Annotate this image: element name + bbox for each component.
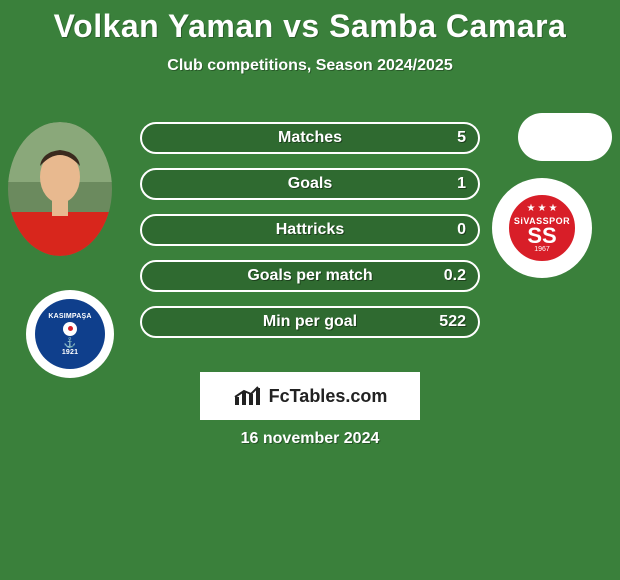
stat-label: Goals [288,170,332,198]
club1-logo: KASIMPAŞA ⚓ 1921 [26,290,114,378]
stat-label: Matches [278,124,342,152]
subtitle: Club competitions, Season 2024/2025 [0,57,620,75]
stat-row-goals: Goals 1 [140,168,480,200]
club1-name: KASIMPAŞA [48,313,91,320]
brand-name: FcTables.com [269,386,388,406]
brand-box: FcTables.com [200,372,420,420]
date-text: 16 november 2024 [0,430,620,448]
club2-monogram: SS [527,226,556,246]
stats-list: Matches 5 Goals 1 Hattricks 0 Goals per … [140,122,480,352]
club2-year: 1967 [534,246,550,253]
stat-label: Min per goal [263,308,357,336]
stat-row-matches: Matches 5 [140,122,480,154]
stat-label: Hattricks [276,216,344,244]
stat-row-hattricks: Hattricks 0 [140,214,480,246]
player2-avatar [518,113,612,161]
player2-name: Samba Camara [329,8,566,44]
stat-row-goals-per-match: Goals per match 0.2 [140,260,480,292]
club1-badge-icon: KASIMPAŞA ⚓ 1921 [35,299,105,369]
infographic-container: Volkan Yaman vs Samba Camara Club compet… [0,0,620,580]
club2-badge-icon: ★★★ SiVASSPOR SS 1967 [505,191,579,265]
stars-icon: ★★★ [527,203,558,214]
player1-avatar [8,122,112,256]
stat-row-min-per-goal: Min per goal 522 [140,306,480,338]
stat-right-value: 1 [457,170,466,198]
stat-label: Goals per match [247,262,372,290]
club2-logo: ★★★ SiVASSPOR SS 1967 [492,178,592,278]
vs-text: vs [283,8,320,44]
page-title: Volkan Yaman vs Samba Camara [0,0,620,45]
stat-right-value: 0.2 [444,262,466,290]
bar-chart-icon [233,385,263,407]
club1-year: 1921 [62,349,78,356]
stat-right-value: 5 [457,124,466,152]
player1-avatar-icon [8,122,112,256]
turkey-flag-icon [63,322,77,336]
stat-right-value: 0 [457,216,466,244]
player1-name: Volkan Yaman [54,8,274,44]
brand-text: FcTables.com [269,386,388,407]
stat-right-value: 522 [439,308,466,336]
